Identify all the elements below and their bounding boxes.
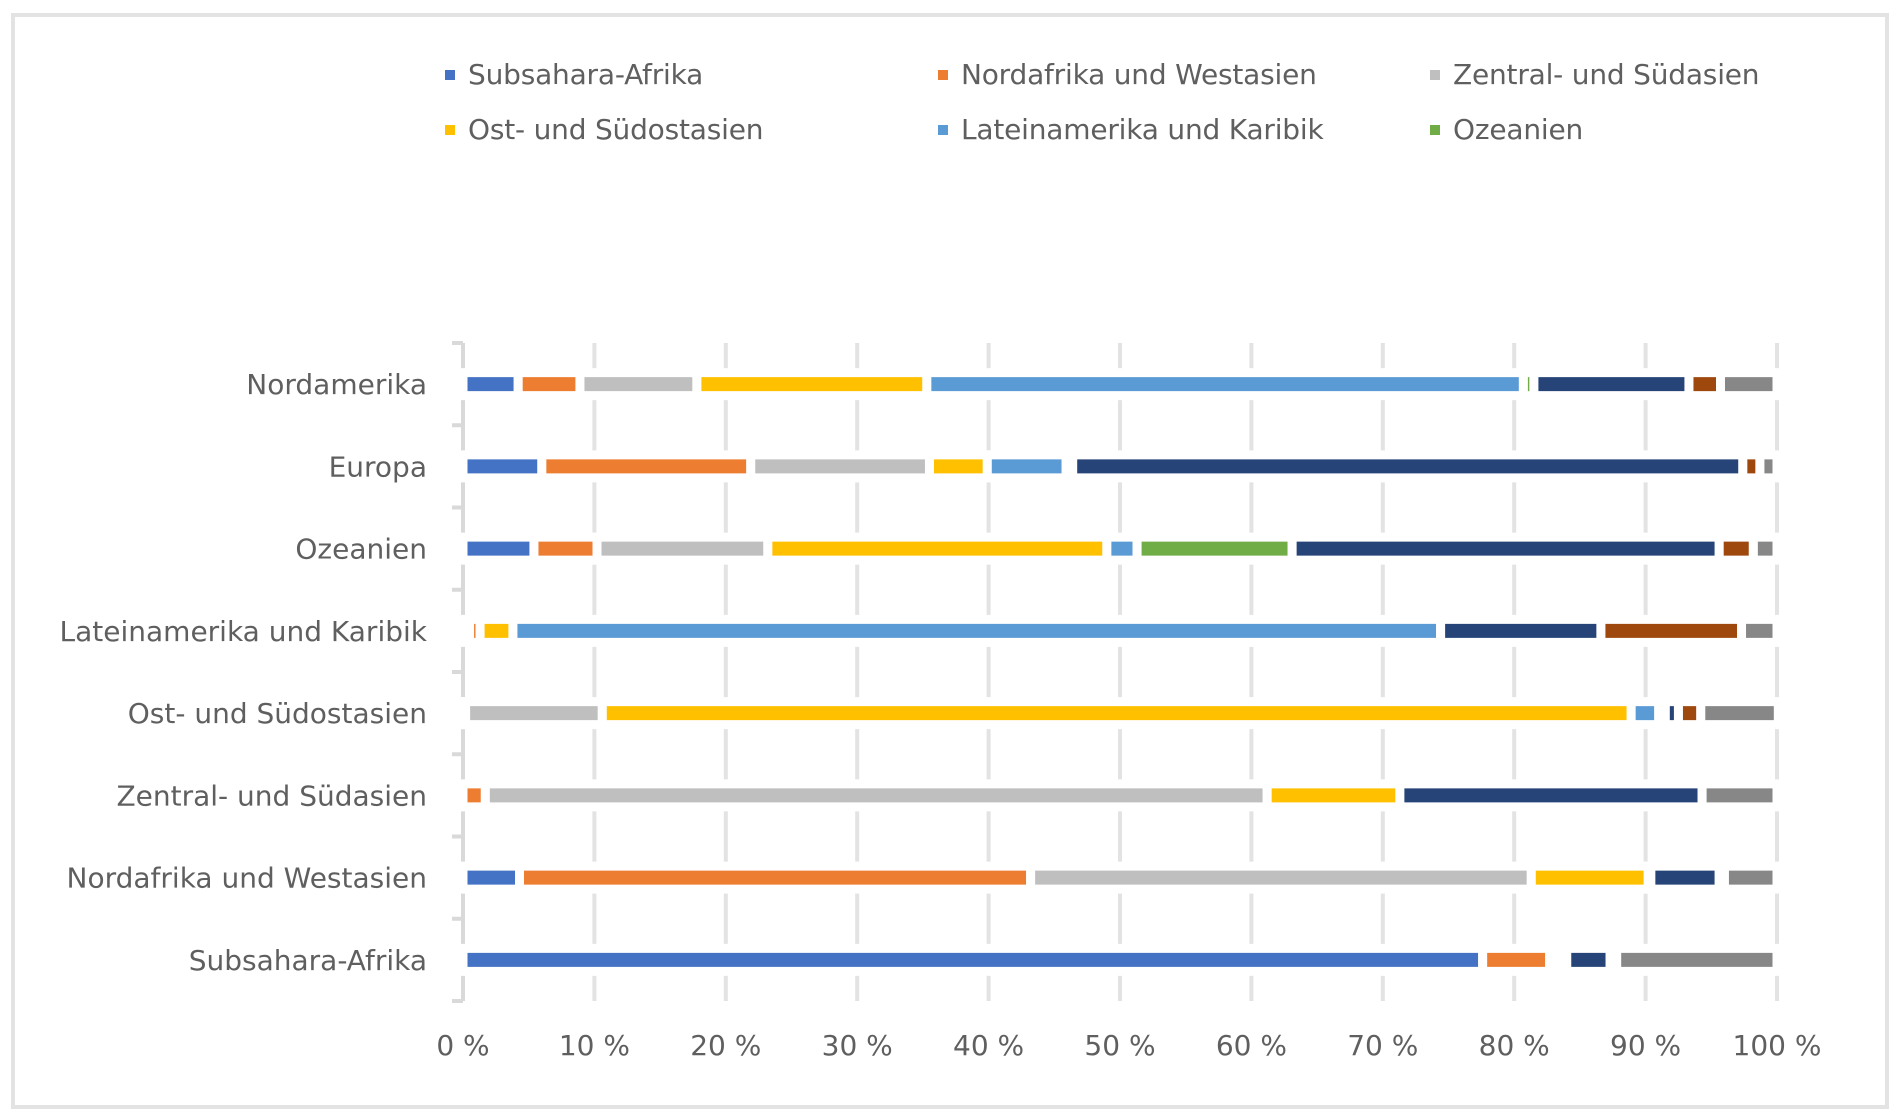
bar-segment [513,368,585,401]
bar-segment [1287,532,1724,565]
bar-segment [458,943,1488,976]
legend-label: Subsahara-Afrika [468,58,704,91]
bar-segment [924,450,992,483]
bar-segment [692,368,932,401]
legend-item-ozeanien: Ozeanien [1430,113,1583,146]
legend-swatch-icon [1430,124,1440,135]
bar-segment [1714,532,1758,565]
bar-segment [763,532,1112,565]
bar-segment [1719,861,1782,894]
category-label: Nordafrika und Westasien [67,862,427,895]
bar-segment [458,532,539,565]
gridlines [592,343,1779,1001]
legend-item-zentral-suedasien: Zentral- und Südasien [1430,58,1760,91]
bar-segment [1068,450,1748,483]
bar-segment [475,614,518,647]
bar-segment [480,779,1272,812]
legend-swatch-icon [445,69,455,80]
legend-swatch-icon [445,124,455,135]
bar-segment [1646,861,1724,894]
category-label: Nordamerika [246,368,427,401]
bar-segment [1748,532,1782,565]
bar-segment [1696,697,1783,730]
bars [458,368,1783,976]
legend-item-subsahara-afrika: Subsahara-Afrika [445,58,703,91]
x-tick-label: 0 % [436,1029,489,1062]
bar-segment [1436,614,1606,647]
category-label: Lateinamerika und Karibik [60,615,428,648]
bar-segment [1715,368,1782,401]
bar-segment [1684,368,1725,401]
bar-segment [458,450,547,483]
bar-segment [1478,943,1555,976]
legend-item-ost-suedostasien: Ost- und Südostasien [445,113,763,146]
legend-label: Lateinamerika und Karibik [961,113,1324,146]
category-label: Ost- und Südostasien [128,697,427,730]
bar-segment [1395,779,1707,812]
bar-segment [1596,614,1747,647]
x-tick-label: 60 % [1216,1029,1287,1062]
bar-segment [458,861,525,894]
x-tick-label: 20 % [690,1029,761,1062]
bar-segment [461,697,607,730]
bar-segment [746,450,934,483]
x-tick-labels: 0 % 10 % 20 % 30 % 40 % 50 % 60 % 70 % 80 % 90 % 1… [436,1029,1821,1062]
category-label: Subsahara-Afrika [189,944,427,977]
x-tick-label: 70 % [1347,1029,1418,1062]
legend-item-lateinamerika-karibik: Lateinamerika und Karibik [938,113,1324,146]
category-axis [452,341,465,1003]
bar-segment [1526,861,1653,894]
x-tick-label: 10 % [559,1029,630,1062]
bar-segment [1026,861,1536,894]
bar-segment [1697,779,1782,812]
bar-segment [1755,450,1782,483]
legend-swatch-icon [938,124,948,135]
bar-segment [537,450,756,483]
bar-segment [1102,532,1142,565]
bar-segment [1132,532,1297,565]
bar-segment [1529,368,1694,401]
legend-swatch-icon [1430,69,1440,80]
legend-label: Ost- und Südostasien [468,113,764,146]
bar-segment [1737,614,1782,647]
category-labels: Subsahara-Afrika Nordafrika und Westasien… [60,368,428,977]
bar-segment [922,368,1528,401]
bar-segment [529,532,602,565]
bar-segment [1262,779,1405,812]
bar-segment [575,368,702,401]
legend-label: Zentral- und Südasien [1453,58,1760,91]
bar-segment [515,861,1036,894]
category-label: Europa [329,450,427,483]
category-label: Zentral- und Südasien [116,779,427,812]
x-tick-label: 50 % [1084,1029,1155,1062]
category-label: Ozeanien [295,533,427,566]
legend-label: Ozeanien [1453,113,1584,146]
bar-segment [1612,943,1782,976]
bar-segment [592,532,773,565]
legend-label: Nordafrika und Westasien [961,58,1317,91]
x-tick-label: 90 % [1610,1029,1681,1062]
bar-segment [458,368,523,401]
legend-swatch-icon [938,69,948,80]
bar-segment [508,614,1446,647]
legend-item-nordafrika-westasien: Nordafrika und Westasien [938,58,1317,91]
bar-segment [597,697,1636,730]
x-tick-label: 40 % [953,1029,1024,1062]
x-tick-label: 100 % [1733,1029,1822,1062]
bar-segment [1562,943,1615,976]
x-tick-label: 30 % [822,1029,893,1062]
x-tick-label: 80 % [1479,1029,1550,1062]
bar-segment [982,450,1071,483]
